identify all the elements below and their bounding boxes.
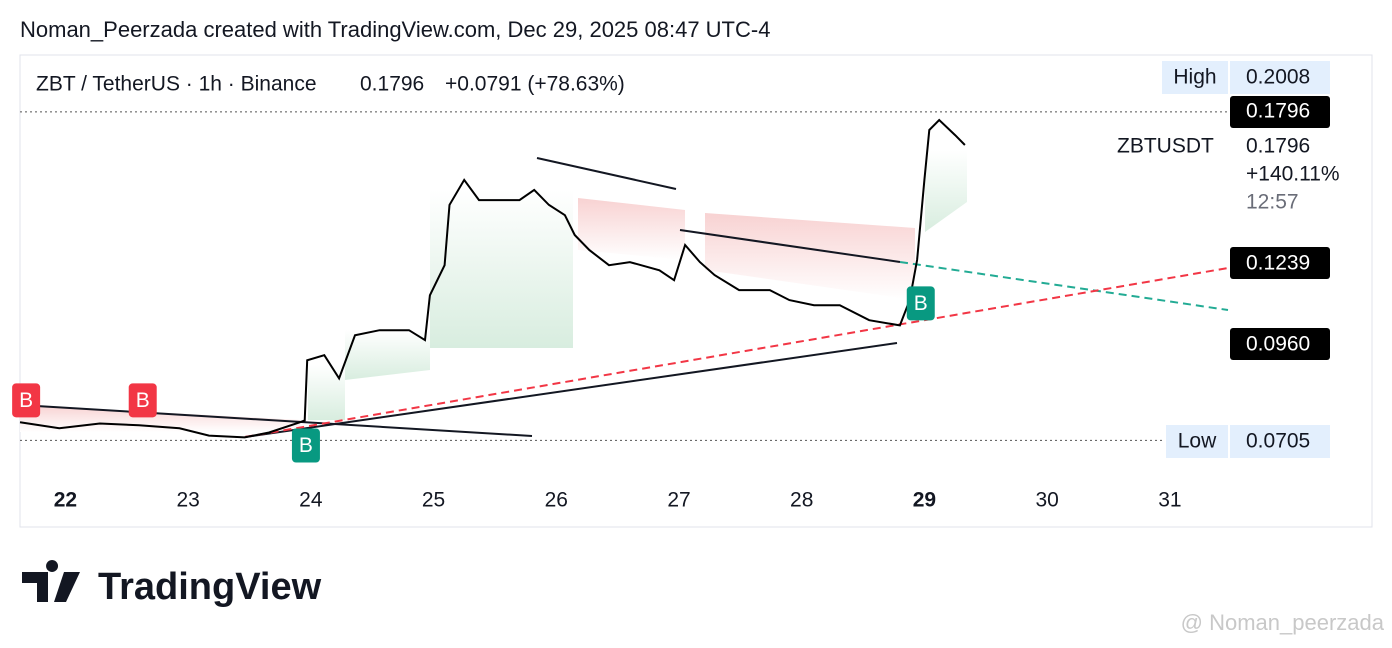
x-tick-label: 24 [299, 489, 323, 512]
chart-frame [19, 54, 1373, 528]
high-value-bg [1230, 61, 1330, 94]
signal-box [12, 383, 41, 418]
signal: B [906, 286, 935, 321]
trend-tag-label: 0.1239 [1246, 252, 1310, 275]
signal: B [12, 383, 41, 418]
legend-change: +140.11% [1246, 163, 1340, 186]
trend-tag [1230, 328, 1330, 360]
signal-box [906, 286, 935, 321]
title-price: 0.1796 [360, 73, 424, 96]
x-tick-label: 22 [54, 489, 77, 512]
high-tag-bg [1162, 61, 1228, 94]
signal-label: B [136, 389, 150, 412]
legend-price: 0.1796 [1246, 135, 1310, 158]
x-tick-label: 27 [667, 489, 690, 512]
x-tick-label: 28 [790, 489, 813, 512]
trend-tag [1230, 247, 1330, 279]
logo: TradingView [22, 560, 322, 608]
signal-box [291, 428, 320, 463]
last-price-tag [1230, 96, 1330, 128]
shading [20, 150, 967, 432]
signal-label: B [299, 434, 313, 457]
legend-symbol: ZBTUSDT [1117, 135, 1214, 158]
trend-lines [19, 157, 1229, 438]
signal-label: B [19, 389, 33, 412]
high-value: 0.2008 [1246, 66, 1310, 89]
x-tick-label: 31 [1158, 489, 1181, 512]
last-price-label: 0.1796 [1246, 100, 1310, 123]
signal: B [291, 428, 320, 463]
countdown: 12:57 [1246, 191, 1299, 214]
symbol-title: ZBT / TetherUS · 1h · Binance [36, 73, 317, 96]
signal-label: B [914, 292, 928, 315]
low-value: 0.0705 [1246, 430, 1310, 453]
low-tag-bg [1166, 425, 1228, 458]
x-tick-label: 25 [422, 489, 445, 512]
price-line [19, 118, 966, 439]
header: Noman_Peerzada created with TradingView.… [20, 17, 770, 42]
trend-tag-label: 0.0960 [1246, 333, 1310, 356]
x-tick-label: 23 [176, 489, 199, 512]
logo-text: TradingView [98, 566, 322, 608]
x-tick-label: 30 [1035, 489, 1058, 512]
low-value-bg [1230, 425, 1330, 458]
x-tick-label: 29 [913, 489, 936, 512]
low-label: Low [1178, 430, 1217, 453]
watermark: @ Noman_peerzada [1181, 610, 1385, 635]
title-change: +0.0791 (+78.63%) [445, 73, 625, 96]
high-label: High [1173, 66, 1216, 89]
x-tick-label: 26 [545, 489, 568, 512]
signal-box [128, 383, 157, 418]
signal: B [128, 383, 157, 418]
